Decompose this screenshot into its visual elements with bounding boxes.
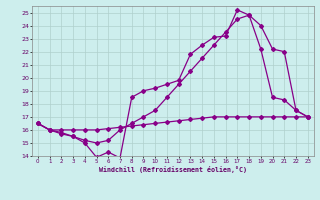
- X-axis label: Windchill (Refroidissement éolien,°C): Windchill (Refroidissement éolien,°C): [99, 166, 247, 173]
